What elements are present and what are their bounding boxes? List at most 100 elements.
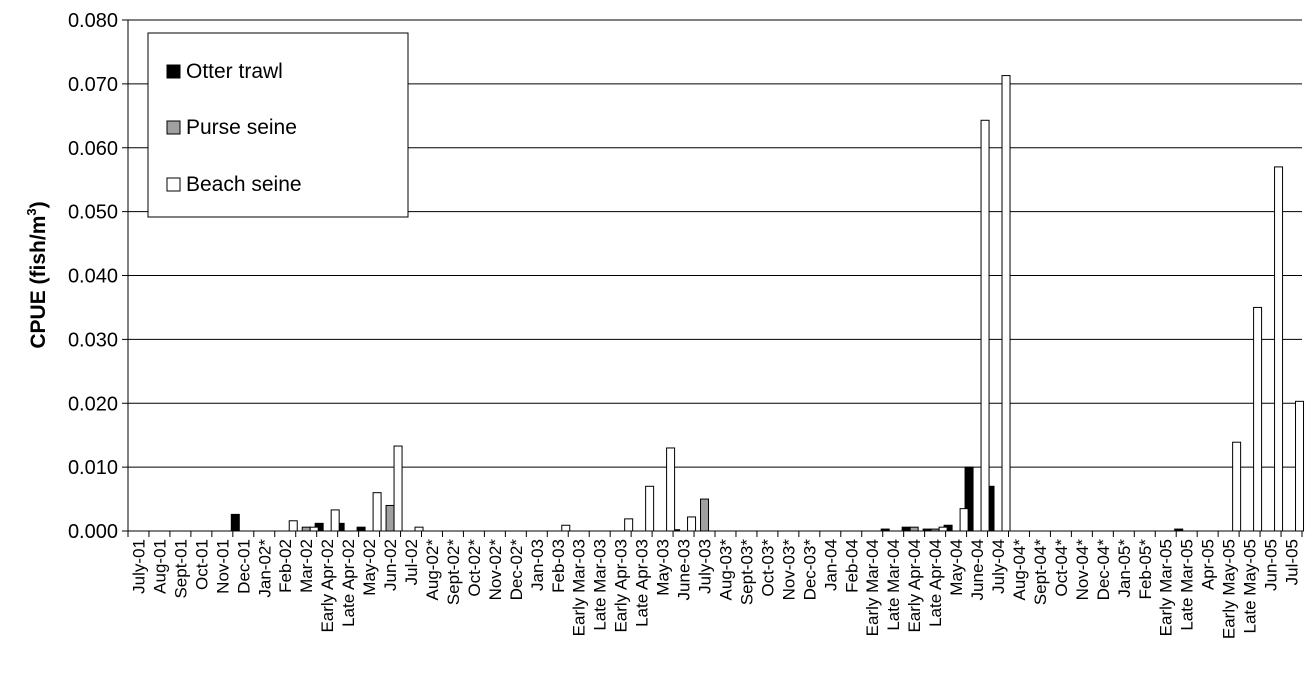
y-tick-label: 0.020	[68, 393, 118, 415]
bar-beach-seine	[372, 492, 382, 532]
x-category-label: Jul-05	[1283, 539, 1302, 585]
bar-beach-seine	[1295, 400, 1305, 532]
x-category-label: June-04	[968, 539, 987, 600]
x-category-label: Nov-03*	[779, 539, 798, 601]
bar-beach-seine	[393, 445, 403, 532]
x-category-label: Dec-03*	[800, 539, 819, 601]
x-category-label: Late May-05	[1241, 539, 1260, 634]
x-category-label: Mar-02	[297, 539, 316, 593]
bar-beach-seine	[1001, 75, 1011, 532]
x-category-label: Oct-02*	[465, 539, 484, 597]
x-category-label: Early Apr-03	[612, 539, 631, 633]
y-axis-title-superscript: 3	[24, 208, 39, 215]
x-category-label: Aug-01	[150, 539, 169, 594]
bar-beach-seine	[414, 526, 424, 532]
x-category-label: Jun-05	[1262, 539, 1281, 591]
bar-purse-seine	[909, 526, 919, 532]
bar-beach-seine	[980, 119, 990, 532]
x-category-label: Late Mar-05	[1178, 539, 1197, 631]
legend: Otter trawl Purse seine Beach seine	[147, 32, 409, 218]
legend-box	[147, 32, 409, 218]
x-category-label: Late Mar-03	[591, 539, 610, 631]
bar-beach-seine	[687, 516, 697, 532]
legend-label-otter-trawl: Otter trawl	[186, 60, 283, 83]
y-tick-label: 0.060	[68, 138, 118, 160]
x-category-label: Jul-02	[402, 539, 421, 585]
x-category-label: June-03	[675, 539, 694, 600]
legend-swatch-beach-seine	[166, 177, 181, 192]
bar-beach-seine	[1232, 441, 1242, 532]
y-tick-label: 0.000	[68, 521, 118, 543]
bar-beach-seine	[959, 508, 969, 532]
x-category-label: Dec-04*	[1094, 539, 1113, 601]
bar-beach-seine	[288, 520, 298, 532]
x-category-label: Nov-04*	[1073, 539, 1092, 601]
x-category-label: Aug-02*	[423, 539, 442, 601]
bar-beach-seine	[1253, 306, 1263, 532]
bar-purse-seine	[700, 498, 710, 532]
y-tick-label: 0.010	[68, 457, 118, 479]
legend-label-purse-seine: Purse seine	[186, 116, 297, 139]
x-category-label: Jan-03	[528, 539, 547, 591]
bar-otter-trawl	[230, 513, 240, 532]
x-category-label: Feb-04	[842, 539, 861, 593]
y-axis-title-main: CPUE (fish/m	[27, 216, 50, 349]
bar-beach-seine	[645, 485, 655, 532]
x-category-label: Oct-03*	[758, 539, 777, 597]
x-category-label: Early May-05	[1220, 539, 1239, 639]
x-category-label: Jun-02	[381, 539, 400, 591]
bar-beach-seine	[561, 524, 571, 532]
x-axis-labels: July-01 Aug-01 Sept-01 Oct-01 Nov-01 Dec-01 Ja…	[127, 531, 1303, 639]
x-category-label: Feb-03	[549, 539, 568, 593]
x-category-label: Late Apr-04	[926, 539, 945, 627]
bar-beach-seine	[330, 509, 340, 532]
y-tick-label: 0.050	[68, 202, 118, 224]
x-category-label: Aug-04*	[1010, 539, 1029, 601]
x-category-label: Feb-02	[276, 539, 295, 593]
x-category-label: Jan-04	[821, 539, 840, 591]
x-category-label: July-03	[696, 539, 715, 594]
bar-beach-seine	[1274, 166, 1284, 532]
x-category-label: Early Apr-04	[905, 539, 924, 633]
x-category-label: May-03	[654, 539, 673, 596]
x-category-label: Dec-01	[234, 539, 253, 594]
x-category-label: Sept-01	[171, 539, 190, 599]
x-category-label: Late Mar-04	[884, 539, 903, 631]
x-category-label: Jan-05*	[1115, 539, 1134, 598]
x-category-label: Early Mar-05	[1157, 539, 1176, 636]
legend-swatch-otter-trawl	[166, 64, 181, 79]
bar-beach-seine	[309, 526, 319, 532]
bar-purse-seine	[385, 504, 395, 532]
y-tick-label: 0.070	[68, 74, 118, 96]
x-category-label: May-04	[947, 539, 966, 596]
x-category-label: Dec-02*	[507, 539, 526, 601]
x-category-label: Early Mar-03	[570, 539, 589, 636]
bar-otter-trawl	[901, 526, 911, 532]
y-axis-title: CPUE (fish/m3)	[24, 201, 50, 348]
x-category-label: Nov-01	[213, 539, 232, 594]
bar-beach-seine	[938, 526, 948, 532]
bar-purse-seine	[301, 526, 311, 532]
x-category-label: Aug-03*	[716, 539, 735, 601]
y-tick-label: 0.080	[68, 10, 118, 32]
x-category-label: Nov-02*	[486, 539, 505, 601]
y-tick-label: 0.030	[68, 329, 118, 351]
x-category-label: Sept-04*	[1031, 539, 1050, 606]
y-axis-title-end: )	[27, 201, 50, 208]
x-category-label: July-04	[989, 539, 1008, 594]
x-category-label: Jan-02*	[255, 539, 274, 598]
x-category-label: Feb-05*	[1136, 539, 1155, 600]
x-category-label: July-01	[129, 539, 148, 594]
x-category-label: May-02	[360, 539, 379, 596]
x-category-label: Early Mar-04	[863, 539, 882, 636]
x-category-label: Oct-01	[192, 539, 211, 590]
x-category-label: Oct-04*	[1052, 539, 1071, 597]
y-tick-label: 0.040	[68, 266, 118, 288]
x-category-label: Sept-03*	[737, 539, 756, 606]
x-category-label: Apr-05	[1199, 539, 1218, 590]
bar-otter-trawl	[356, 526, 366, 532]
legend-label-beach-seine: Beach seine	[186, 173, 302, 196]
legend-swatch-purse-seine	[166, 120, 181, 135]
y-axis-ticks: 0.000 0.010 0.020 0.030 0.040 0.050 0.060 0.070…	[68, 10, 128, 543]
